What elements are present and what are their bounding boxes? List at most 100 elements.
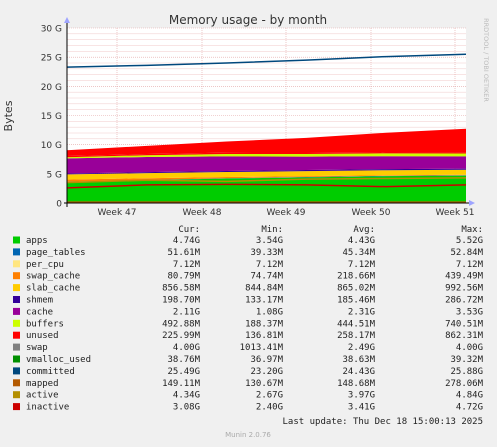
legend-avg-vmalloc-used: 38.63M (342, 355, 375, 365)
legend-min-active: 2.67G (256, 391, 283, 401)
x-tick-label: Week 51 (436, 208, 475, 218)
legend-name-mapped: mapped (26, 379, 59, 389)
legend-avg-active: 3.97G (348, 391, 375, 401)
legend-name-page-tables: page_tables (26, 248, 86, 258)
legend-swatch-inactive (13, 403, 20, 410)
legend-cur-apps: 4.74G (173, 236, 200, 246)
legend-avg-apps: 4.43G (348, 236, 375, 246)
legend-max-mapped: 278.06M (445, 379, 484, 389)
legend-avg-unused: 258.17M (337, 331, 376, 341)
y-tick-label: 5 G (46, 170, 62, 180)
legend-header-avg: Avg: (353, 225, 375, 235)
legend-name-inactive: inactive (26, 403, 69, 413)
legend-max-apps: 5.52G (456, 236, 483, 246)
legend-swatch-mapped (13, 379, 20, 386)
legend-swatch-page-tables (13, 248, 20, 255)
legend-name-buffers: buffers (26, 319, 64, 329)
legend-name-shmem: shmem (26, 296, 53, 306)
legend-avg-slab-cache: 865.02M (337, 284, 376, 294)
legend-swatch-vmalloc-used (13, 356, 20, 363)
legend-max-inactive: 4.72G (456, 403, 483, 413)
legend-avg-mapped: 148.68M (337, 379, 376, 389)
legend-cur-inactive: 3.08G (173, 403, 200, 413)
legend-min-per-cpu: 7.12M (256, 260, 284, 270)
legend-header-min: Min: (261, 225, 283, 235)
legend-cur-vmalloc-used: 38.76M (167, 355, 200, 365)
legend-min-buffers: 188.37M (245, 319, 284, 329)
legend-cur-page-tables: 51.61M (167, 248, 200, 258)
legend-avg-swap: 2.49G (348, 343, 375, 353)
legend-avg-inactive: 3.41G (348, 403, 375, 413)
legend-min-swap-cache: 74.74M (250, 272, 283, 282)
legend-max-buffers: 740.51M (445, 319, 484, 329)
y-tick-label: 20 G (41, 83, 62, 93)
munin-version: Munin 2.0.76 (225, 431, 271, 439)
legend-name-committed: committed (26, 367, 75, 377)
y-tick-label: 10 G (41, 141, 62, 151)
legend-name-apps: apps (26, 236, 48, 246)
legend-avg-shmem: 185.46M (337, 296, 376, 306)
legend-name-swap-cache: swap_cache (26, 272, 80, 282)
legend-min-apps: 3.54G (256, 236, 283, 246)
y-tick-label: 30 G (41, 25, 62, 35)
legend-swatch-slab-cache (13, 284, 20, 291)
legend-swatch-buffers (13, 320, 20, 327)
legend-min-shmem: 133.17M (245, 296, 284, 306)
y-tick-label: 0 (56, 200, 62, 210)
legend-max-page-tables: 52.84M (450, 248, 483, 258)
legend-swatch-apps (13, 237, 20, 244)
y-tick-label: 15 G (41, 112, 62, 122)
legend-name-unused: unused (26, 331, 59, 341)
x-tick-label: Week 49 (267, 208, 306, 218)
legend-min-slab-cache: 844.84M (245, 284, 284, 294)
legend-cur-buffers: 492.88M (162, 319, 201, 329)
legend-max-cache: 3.53G (456, 307, 483, 317)
chart-title: Memory usage - by month (169, 13, 327, 27)
legend-avg-page-tables: 45.34M (342, 248, 375, 258)
legend-header-max: Max: (461, 225, 483, 235)
legend-cur-unused: 225.99M (162, 331, 201, 341)
legend-name-swap: swap (26, 343, 48, 353)
legend-max-unused: 862.31M (445, 331, 484, 341)
legend-avg-cache: 2.31G (348, 307, 375, 317)
y-tick-label: 25 G (41, 54, 62, 64)
legend-cur-swap-cache: 80.79M (167, 272, 200, 282)
legend-min-inactive: 2.40G (256, 403, 283, 413)
legend-max-shmem: 286.72M (445, 296, 484, 306)
y-axis-label: Bytes (2, 100, 15, 131)
legend-min-page-tables: 39.33M (250, 248, 283, 258)
legend-name-active: active (26, 391, 59, 401)
legend-name-slab-cache: slab_cache (26, 284, 80, 294)
legend-cur-cache: 2.11G (173, 307, 200, 317)
x-tick-label: Week 47 (98, 208, 137, 218)
legend-swatch-committed (13, 367, 20, 374)
last-update: Last update: Thu Dec 18 15:00:13 2025 (283, 417, 483, 427)
legend-swatch-shmem (13, 296, 20, 303)
legend-max-active: 4.84G (456, 391, 483, 401)
legend-cur-slab-cache: 856.58M (162, 284, 201, 294)
legend-avg-per-cpu: 7.12M (348, 260, 376, 270)
legend-cur-mapped: 149.11M (162, 379, 201, 389)
legend-avg-swap-cache: 218.66M (337, 272, 376, 282)
legend-max-vmalloc-used: 39.32M (450, 355, 483, 365)
legend-swatch-unused (13, 332, 20, 339)
legend-name-cache: cache (26, 307, 53, 317)
legend-min-unused: 136.81M (245, 331, 284, 341)
x-tick-label: Week 48 (183, 208, 222, 218)
legend-swatch-cache (13, 308, 20, 315)
legend-avg-buffers: 444.51M (337, 319, 376, 329)
legend-name-vmalloc-used: vmalloc_used (26, 355, 91, 365)
legend-swatch-per-cpu (13, 260, 20, 267)
legend-cur-swap: 4.00G (173, 343, 200, 353)
legend-avg-committed: 24.43G (342, 367, 375, 377)
legend-max-per-cpu: 7.12M (456, 260, 484, 270)
watermark: RRDTOOL / TOBI OETIKER (482, 18, 490, 102)
legend-max-committed: 25.88G (450, 367, 483, 377)
plot-area: 0 5 G 10 G 15 G 20 G 25 G 30 G Week 47 Week 48 We… (41, 17, 475, 218)
legend-cur-shmem: 198.70M (162, 296, 201, 306)
legend-cur-per-cpu: 7.12M (173, 260, 201, 270)
legend-min-swap: 1013.41M (240, 343, 284, 353)
legend-min-mapped: 130.67M (245, 379, 284, 389)
